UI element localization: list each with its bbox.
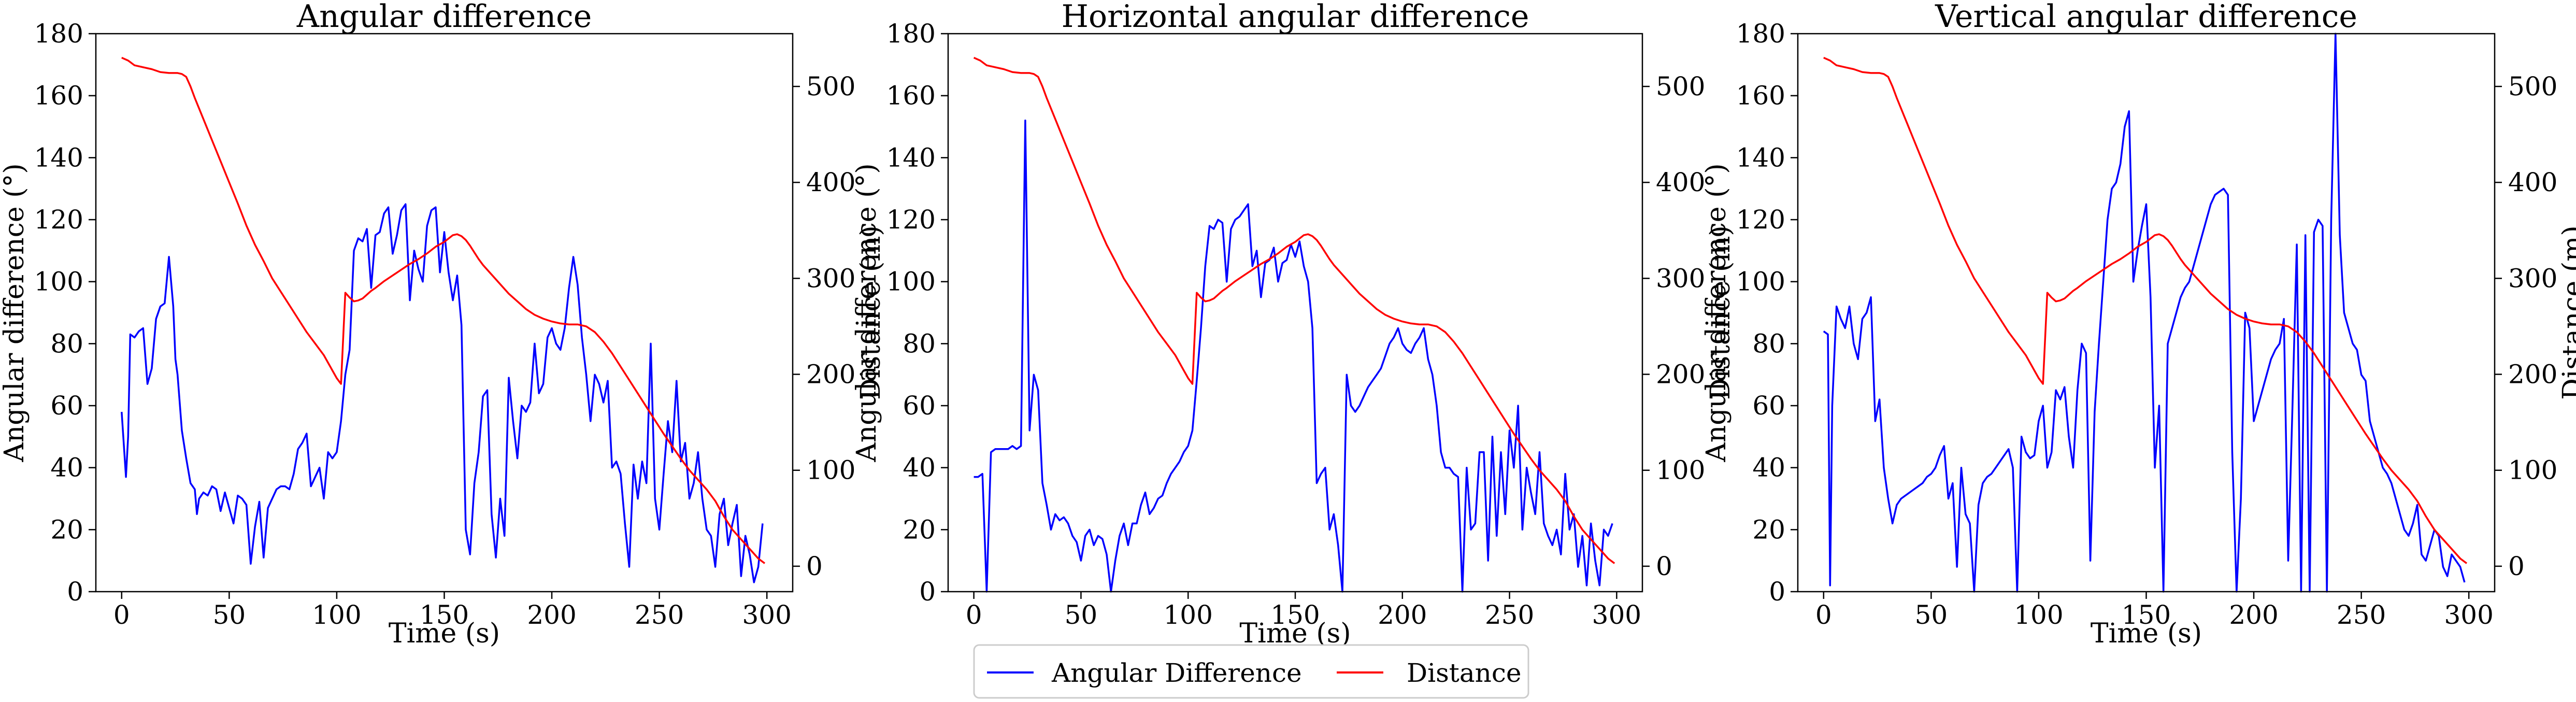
x-tick-label: 200 bbox=[527, 600, 576, 630]
x-tick-label: 200 bbox=[2229, 600, 2278, 630]
y-tick-label: 100 bbox=[34, 267, 83, 297]
y-tick-label: 60 bbox=[903, 391, 936, 421]
x-tick-label: 100 bbox=[312, 600, 361, 630]
x-tick-label: 150 bbox=[1270, 600, 1320, 630]
legend-frame bbox=[973, 644, 1529, 699]
y2-tick-label: 500 bbox=[1656, 71, 1705, 102]
x-tick-label: 300 bbox=[742, 600, 791, 630]
y2-tick-label: 200 bbox=[1656, 359, 1705, 389]
y-tick-label: 40 bbox=[1752, 453, 1785, 483]
y2-tick-label: 100 bbox=[2508, 455, 2557, 485]
y2-tick-label: 200 bbox=[2508, 359, 2557, 389]
chart-panel-2: 0 50 100 150 200 250 300 0 20 40 60 80 100 120 140 160 1… bbox=[851, 0, 1736, 649]
y-axis-label: Angular difference (°) bbox=[1701, 163, 1732, 463]
series-line-angular-difference bbox=[1823, 33, 2466, 593]
y2-tick-label: 400 bbox=[1656, 167, 1705, 197]
y2-tick-label: 200 bbox=[806, 359, 855, 389]
chart-title: Horizontal angular difference bbox=[1062, 0, 1529, 35]
series-line-distance bbox=[973, 56, 1615, 564]
x-tick-label: 100 bbox=[2014, 600, 2063, 630]
y-tick-label: 140 bbox=[1736, 142, 1785, 173]
y-tick-label: 0 bbox=[1769, 577, 1785, 607]
y-tick-label: 20 bbox=[903, 514, 936, 545]
y-tick-label: 60 bbox=[1752, 391, 1785, 421]
y2-tick-label: 300 bbox=[2508, 263, 2557, 293]
y2-axis-label: Distance (m) bbox=[855, 225, 886, 400]
plot-frame bbox=[95, 33, 794, 593]
x-tick-label: 250 bbox=[635, 600, 684, 630]
y-tick-label: 60 bbox=[50, 391, 83, 421]
x-tick-label: 50 bbox=[1915, 600, 1948, 630]
y2-tick-label: 500 bbox=[806, 71, 855, 102]
y2-tick-label: 0 bbox=[2508, 551, 2525, 581]
y2-tick-label: 100 bbox=[1656, 455, 1705, 485]
y-tick-label: 20 bbox=[50, 514, 83, 545]
series-line-angular-difference bbox=[974, 119, 1613, 593]
x-tick-label: 200 bbox=[1378, 600, 1427, 630]
x-tick-label: 0 bbox=[113, 600, 130, 630]
y-tick-label: 140 bbox=[34, 142, 83, 173]
y2-tick-label: 400 bbox=[806, 167, 855, 197]
y2-tick-label: 0 bbox=[1656, 551, 1672, 581]
y2-tick-label: 0 bbox=[806, 551, 823, 581]
y-tick-label: 0 bbox=[919, 577, 936, 607]
y-axis-label: Angular difference (°) bbox=[851, 163, 882, 463]
chart-title: Vertical angular difference bbox=[1935, 0, 2357, 35]
y-tick-label: 160 bbox=[1736, 81, 1785, 111]
y2-tick-label: 500 bbox=[2508, 71, 2557, 102]
y2-axis-label: Distance (m) bbox=[2557, 225, 2576, 400]
y2-tick-label: 100 bbox=[806, 455, 855, 485]
y2-tick-label: 300 bbox=[1656, 263, 1705, 293]
y-axis-label: Angular difference (°) bbox=[0, 163, 30, 463]
x-tick-label: 50 bbox=[213, 600, 246, 630]
plot-frame bbox=[1797, 33, 2496, 593]
legend: Angular Difference Distance bbox=[973, 644, 1529, 699]
chart-panel-1: 0 50 100 150 200 250 300 0 20 40 60 80 100 120 140 160 1… bbox=[0, 0, 886, 649]
y2-axis-label: Distance (m) bbox=[1705, 225, 1736, 400]
y-tick-label: 80 bbox=[50, 328, 83, 359]
series-line-distance bbox=[1823, 56, 2468, 564]
x-tick-label: 100 bbox=[1163, 600, 1212, 630]
series-line-distance bbox=[121, 56, 766, 564]
y-tick-label: 40 bbox=[903, 453, 936, 483]
plot-frame bbox=[947, 33, 1643, 593]
y-tick-label: 160 bbox=[34, 81, 83, 111]
x-tick-label: 250 bbox=[1485, 600, 1534, 630]
x-axis-label: Time (s) bbox=[1239, 618, 1351, 649]
legend-label-angular-difference: Angular Difference bbox=[1051, 658, 1302, 688]
y-tick-label: 80 bbox=[903, 328, 936, 359]
y-tick-label: 100 bbox=[1736, 267, 1785, 297]
legend-label-distance: Distance bbox=[1407, 658, 1521, 688]
y-tick-label: 40 bbox=[50, 453, 83, 483]
y-tick-label: 140 bbox=[886, 142, 936, 173]
chart-panel-3: 0 50 100 150 200 250 300 0 20 40 60 80 100 120 140 160 1… bbox=[1701, 0, 2576, 649]
x-axis-label: Time (s) bbox=[2091, 618, 2202, 649]
y-tick-label: 160 bbox=[886, 81, 936, 111]
y-tick-label: 180 bbox=[34, 19, 83, 49]
y-tick-label: 120 bbox=[886, 205, 936, 235]
x-tick-label: 50 bbox=[1065, 600, 1098, 630]
x-tick-label: 150 bbox=[2122, 600, 2171, 630]
x-tick-label: 150 bbox=[420, 600, 469, 630]
y-tick-label: 180 bbox=[1736, 19, 1785, 49]
y-tick-label: 80 bbox=[1752, 328, 1785, 359]
x-axis-label: Time (s) bbox=[389, 618, 500, 649]
x-tick-label: 300 bbox=[2444, 600, 2493, 630]
y-tick-label: 100 bbox=[886, 267, 936, 297]
y-tick-label: 180 bbox=[886, 19, 936, 49]
y2-tick-label: 400 bbox=[2508, 167, 2557, 197]
y-tick-label: 20 bbox=[1752, 514, 1785, 545]
x-tick-label: 250 bbox=[2337, 600, 2386, 630]
series-line-angular-difference bbox=[121, 203, 764, 583]
y2-tick-label: 300 bbox=[806, 263, 855, 293]
y-tick-label: 120 bbox=[1736, 205, 1785, 235]
x-tick-label: 300 bbox=[1592, 600, 1641, 630]
y-tick-label: 120 bbox=[34, 205, 83, 235]
chart-title: Angular difference bbox=[296, 0, 592, 35]
x-tick-label: 0 bbox=[1815, 600, 1832, 630]
y-tick-label: 0 bbox=[67, 577, 83, 607]
x-tick-label: 0 bbox=[966, 600, 982, 630]
